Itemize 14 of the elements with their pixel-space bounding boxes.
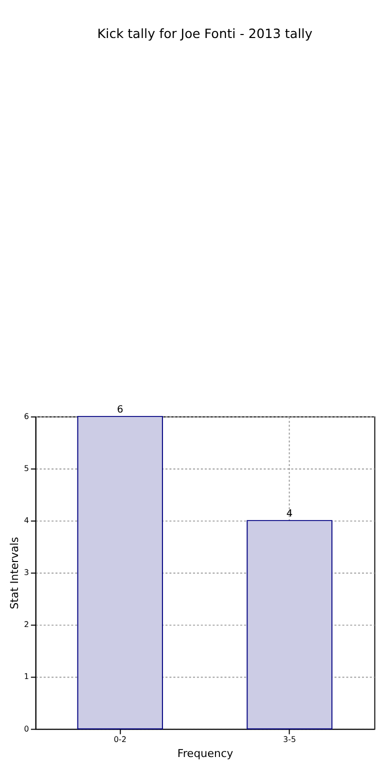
- y-axis-title: Stat Intervals: [8, 536, 22, 610]
- y-tick-label: 5: [24, 464, 29, 473]
- y-tick-label: 3: [24, 568, 29, 578]
- chart-title: Kick tally for Joe Fonti - 2013 tally: [97, 27, 313, 42]
- y-tick-label: 0: [24, 724, 29, 734]
- y-tick-label: 4: [24, 516, 29, 526]
- data-label: 6: [116, 404, 124, 416]
- y-tick-label: 1: [24, 672, 29, 682]
- x-axis-title: Frequency: [177, 746, 234, 760]
- data-label: 4: [286, 508, 293, 520]
- x-tick-label: 3-5: [283, 735, 296, 744]
- x-tick-label: 0-2: [114, 735, 127, 744]
- y-tick-label: 2: [24, 620, 29, 630]
- y-tick-label: 6: [24, 412, 29, 421]
